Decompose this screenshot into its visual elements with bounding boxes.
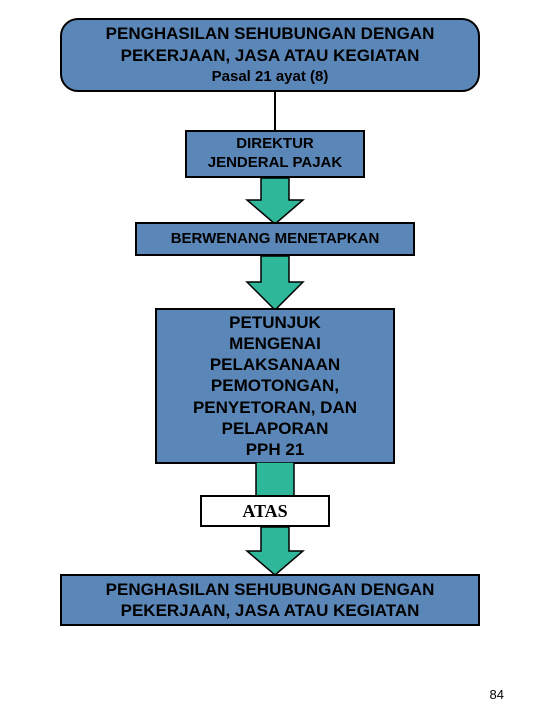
page-number: 84: [490, 687, 504, 702]
connector-1: [274, 92, 276, 130]
node-label: BERWENANG MENETAPKAN: [171, 230, 380, 249]
node-direktur: DIREKTURJENDERAL PAJAK: [185, 130, 365, 178]
node-petunjuk: PETUNJUKMENGENAIPELAKSANAANPEMOTONGAN,PE…: [155, 308, 395, 464]
node-penghasilan: PENGHASILAN SEHUBUNGAN DENGAN PEKERJAAN,…: [60, 574, 480, 626]
arrow-4: [245, 527, 305, 575]
header-box: PENGHASILAN SEHUBUNGAN DENGAN PEKERJAAN,…: [60, 18, 480, 92]
header-subtitle: Pasal 21 ayat (8): [212, 68, 329, 87]
node-berwenang: BERWENANG MENETAPKAN: [135, 222, 415, 256]
flowchart-canvas: PENGHASILAN SEHUBUNGAN DENGAN PEKERJAAN,…: [0, 0, 540, 720]
arrow-1: [245, 178, 305, 224]
node-label: DIREKTURJENDERAL PAJAK: [208, 135, 342, 173]
arrow-2: [245, 256, 305, 310]
header-title: PENGHASILAN SEHUBUNGAN DENGAN PEKERJAAN,…: [74, 23, 466, 66]
node-label: ATAS: [242, 500, 287, 523]
node-label: PETUNJUKMENGENAIPELAKSANAANPEMOTONGAN,PE…: [193, 312, 357, 461]
node-label: PENGHASILAN SEHUBUNGAN DENGAN PEKERJAAN,…: [68, 579, 472, 622]
node-atas: ATAS: [200, 495, 330, 527]
